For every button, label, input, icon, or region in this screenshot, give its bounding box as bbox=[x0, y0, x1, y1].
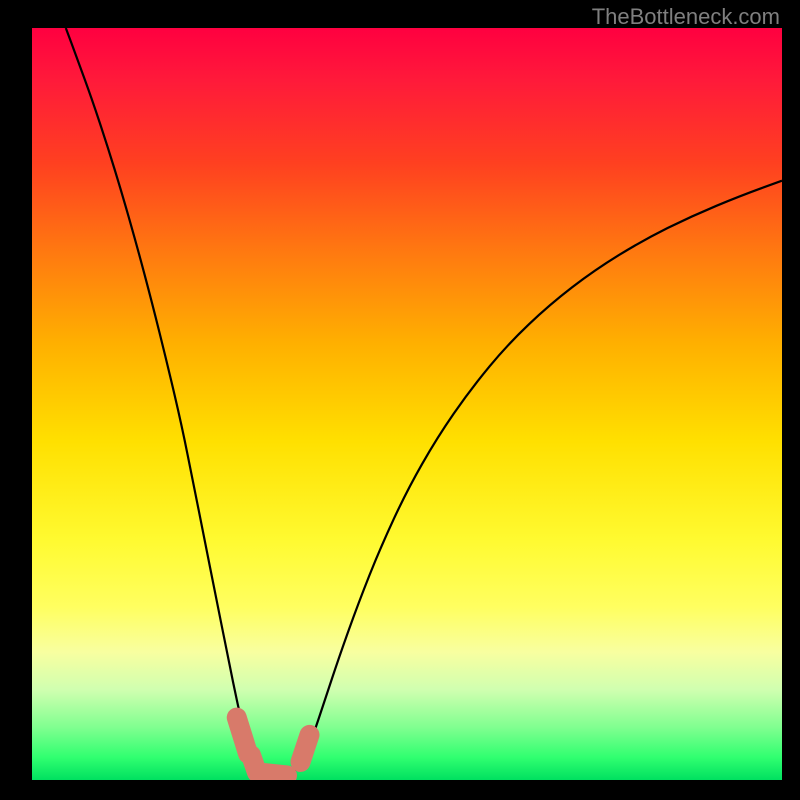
main-curve bbox=[66, 28, 782, 778]
marker-group bbox=[237, 718, 310, 776]
plot-area bbox=[32, 28, 782, 780]
chart-frame: TheBottleneck.com bbox=[0, 0, 800, 800]
curve-layer bbox=[32, 28, 782, 780]
watermark-text: TheBottleneck.com bbox=[592, 4, 780, 30]
marker-segment bbox=[259, 772, 288, 775]
marker-segment bbox=[301, 735, 310, 762]
